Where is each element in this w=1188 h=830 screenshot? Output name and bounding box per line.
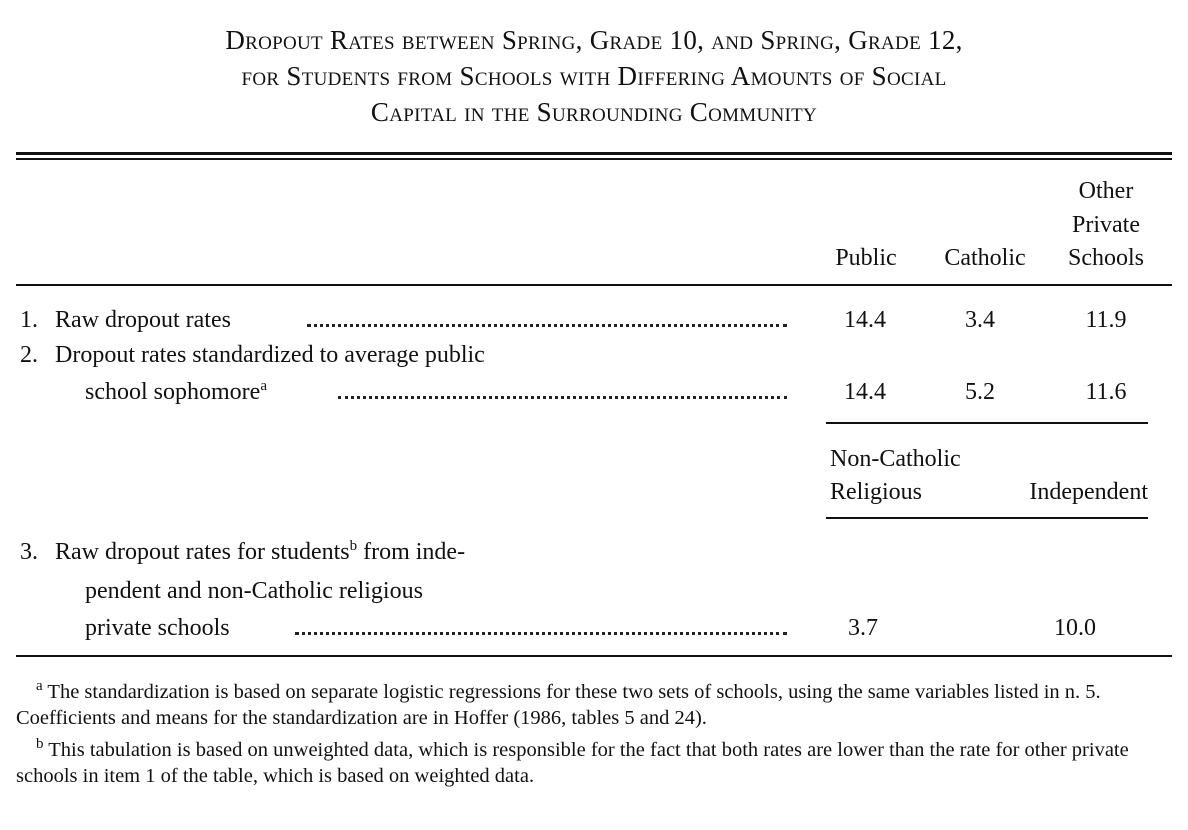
row-3-label-line-1: Raw dropout rates for studentsb from ind… xyxy=(55,537,465,567)
row-2-label-line-2: school sophomorea xyxy=(85,377,267,407)
header-rule xyxy=(16,284,1172,286)
footnotes: a The standardization is based on separa… xyxy=(16,679,1172,789)
bottom-rule xyxy=(16,655,1172,657)
row-1-number: 1. xyxy=(20,307,38,333)
row-1-catholic-value: 3.4 xyxy=(965,307,995,333)
table-title-line-3: Capital in the Surrounding Community xyxy=(370,97,818,127)
row-1-label: Raw dropout rates xyxy=(55,307,231,333)
row-2-catholic-value: 5.2 xyxy=(965,379,995,405)
table-title: Dropout Rates between Spring, Grade 10, … xyxy=(0,22,1188,130)
top-rule-upper xyxy=(16,152,1172,155)
footnote-a: a The standardization is based on separa… xyxy=(16,679,1172,731)
row-3-independent-value: 10.0 xyxy=(1054,615,1096,641)
table-title-line-2: for Students from Schools with Differing… xyxy=(241,61,947,91)
footnote-b: b This tabulation is based on unweighted… xyxy=(16,737,1172,789)
table-title-line-1: Dropout Rates between Spring, Grade 10, … xyxy=(225,25,963,55)
row-2-leader-dots xyxy=(338,396,787,399)
subheader-rule-bottom xyxy=(826,517,1148,519)
subheader-independent: Independent xyxy=(1029,479,1148,505)
footnote-b-text: This tabulation is based on unweighted d… xyxy=(16,739,1129,787)
row-3-label-pre: Raw dropout rates for students xyxy=(55,539,350,565)
row-2-number: 2. xyxy=(20,342,38,368)
row-2-label-line-1: Dropout rates standardized to average pu… xyxy=(55,342,485,368)
top-rule-lower xyxy=(16,158,1172,160)
footnote-b-mark: b xyxy=(36,736,44,753)
row-1-public-value: 14.4 xyxy=(844,307,886,333)
row-2-label-text: school sophomore xyxy=(85,379,261,405)
row-2-other-private-value: 11.6 xyxy=(1085,379,1127,405)
row-1-leader-dots xyxy=(307,324,787,327)
subheader-non-catholic-line-1: Non-Catholic xyxy=(830,446,961,472)
row-3-non-catholic-value: 3.7 xyxy=(848,615,878,641)
footnote-a-mark: a xyxy=(36,678,43,695)
col-header-other-private-line-3: Schools xyxy=(1067,245,1144,271)
col-header-other-private-line-2: Private xyxy=(1072,212,1140,238)
footnote-a-marker: a xyxy=(260,378,267,394)
subheader-rule-top xyxy=(826,422,1148,424)
row-1-other-private-value: 11.9 xyxy=(1085,307,1127,333)
row-3-label-post: from inde- xyxy=(357,539,466,565)
subheader-non-catholic-line-2: Religious xyxy=(830,479,923,505)
footnote-a-text: The standardization is based on separate… xyxy=(16,681,1101,729)
footnote-b-marker: b xyxy=(349,538,358,554)
col-header-catholic: Catholic xyxy=(944,245,1026,271)
row-3-label-line-3: private schools xyxy=(85,615,230,641)
col-header-other-private-line-1: Other xyxy=(1078,178,1134,204)
col-header-public: Public xyxy=(835,245,897,271)
row-2-public-value: 14.4 xyxy=(844,379,886,405)
row-3-number: 3. xyxy=(20,539,38,565)
row-3-leader-dots xyxy=(295,632,787,635)
row-3-label-line-2: pendent and non-Catholic religious xyxy=(85,578,423,604)
